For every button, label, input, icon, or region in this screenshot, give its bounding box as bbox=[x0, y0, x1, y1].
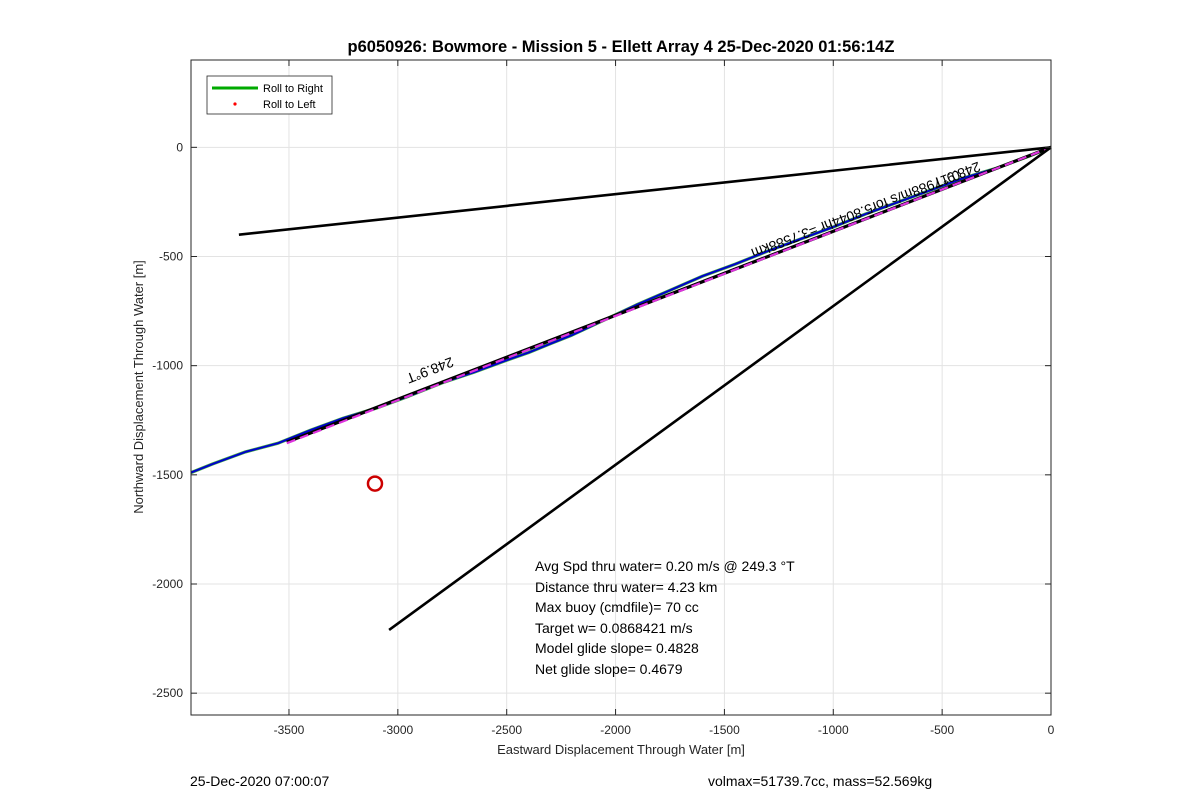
x-tick-label: -2500 bbox=[491, 723, 522, 737]
stat-target-w: Target w= 0.0868421 m/s bbox=[535, 620, 693, 636]
x-tick-label: -1500 bbox=[709, 723, 740, 737]
y-tick-label: -1000 bbox=[152, 359, 183, 373]
legend-box bbox=[206, 75, 333, 115]
stat-model-glide-slope: Model glide slope= 0.4828 bbox=[535, 640, 699, 656]
x-tick-label: 0 bbox=[1048, 723, 1055, 737]
marker-circle-0 bbox=[366, 475, 384, 492]
chart-title: p6050926: Bowmore - Mission 5 - Ellett A… bbox=[348, 38, 895, 56]
series-line-3 bbox=[238, 146, 1052, 236]
stat-max-buoy: Max buoy (cmdfile)= 70 cc bbox=[535, 599, 699, 615]
grid bbox=[191, 60, 1052, 715]
footer-info: volmax=51739.7cc, mass=52.569kg bbox=[708, 773, 933, 789]
footer-timestamp: 25-Dec-2020 07:00:07 bbox=[190, 773, 330, 789]
y-tick-label: -500 bbox=[159, 250, 183, 264]
y-tick-label: -2000 bbox=[152, 577, 183, 591]
legend-label-roll-left: Roll to Left bbox=[263, 99, 316, 111]
x-tick-label: -3000 bbox=[382, 723, 413, 737]
series-layer bbox=[190, 145, 1052, 631]
series-line-4 bbox=[388, 146, 1052, 631]
legend: Roll to Right Roll to Left bbox=[206, 75, 333, 115]
stats-block: Avg Spd thru water= 0.20 m/s @ 249.3 °T … bbox=[535, 558, 795, 677]
legend-label-roll-right: Roll to Right bbox=[263, 83, 323, 95]
x-axis-label: Eastward Displacement Through Water [m] bbox=[497, 742, 745, 757]
x-tick-label: -2000 bbox=[600, 723, 631, 737]
tick-labels: -3500 -3000 -2500 -2000 -1500 -1000 -500 0 0 -500… bbox=[152, 60, 1055, 737]
y-axis-label: Northward Displacement Through Water [m] bbox=[131, 260, 146, 514]
series-dashed-2 bbox=[286, 146, 1052, 445]
stat-net-glide-slope: Net glide slope= 0.4679 bbox=[535, 661, 683, 677]
y-tick-label: 0 bbox=[176, 140, 183, 154]
plot-area bbox=[191, 60, 1051, 715]
axes-box bbox=[190, 59, 1052, 716]
x-tick-label: -3500 bbox=[274, 723, 305, 737]
stat-distance: Distance thru water= 4.23 km bbox=[535, 579, 717, 595]
x-tick-label: -1000 bbox=[818, 723, 849, 737]
y-tick-label: -2500 bbox=[152, 686, 183, 700]
legend-dot-icon bbox=[233, 102, 237, 106]
stat-avg-speed: Avg Spd thru water= 0.20 m/s @ 249.3 °T bbox=[535, 558, 795, 574]
x-tick-label: -500 bbox=[930, 723, 954, 737]
y-tick-label: -1500 bbox=[152, 468, 183, 482]
